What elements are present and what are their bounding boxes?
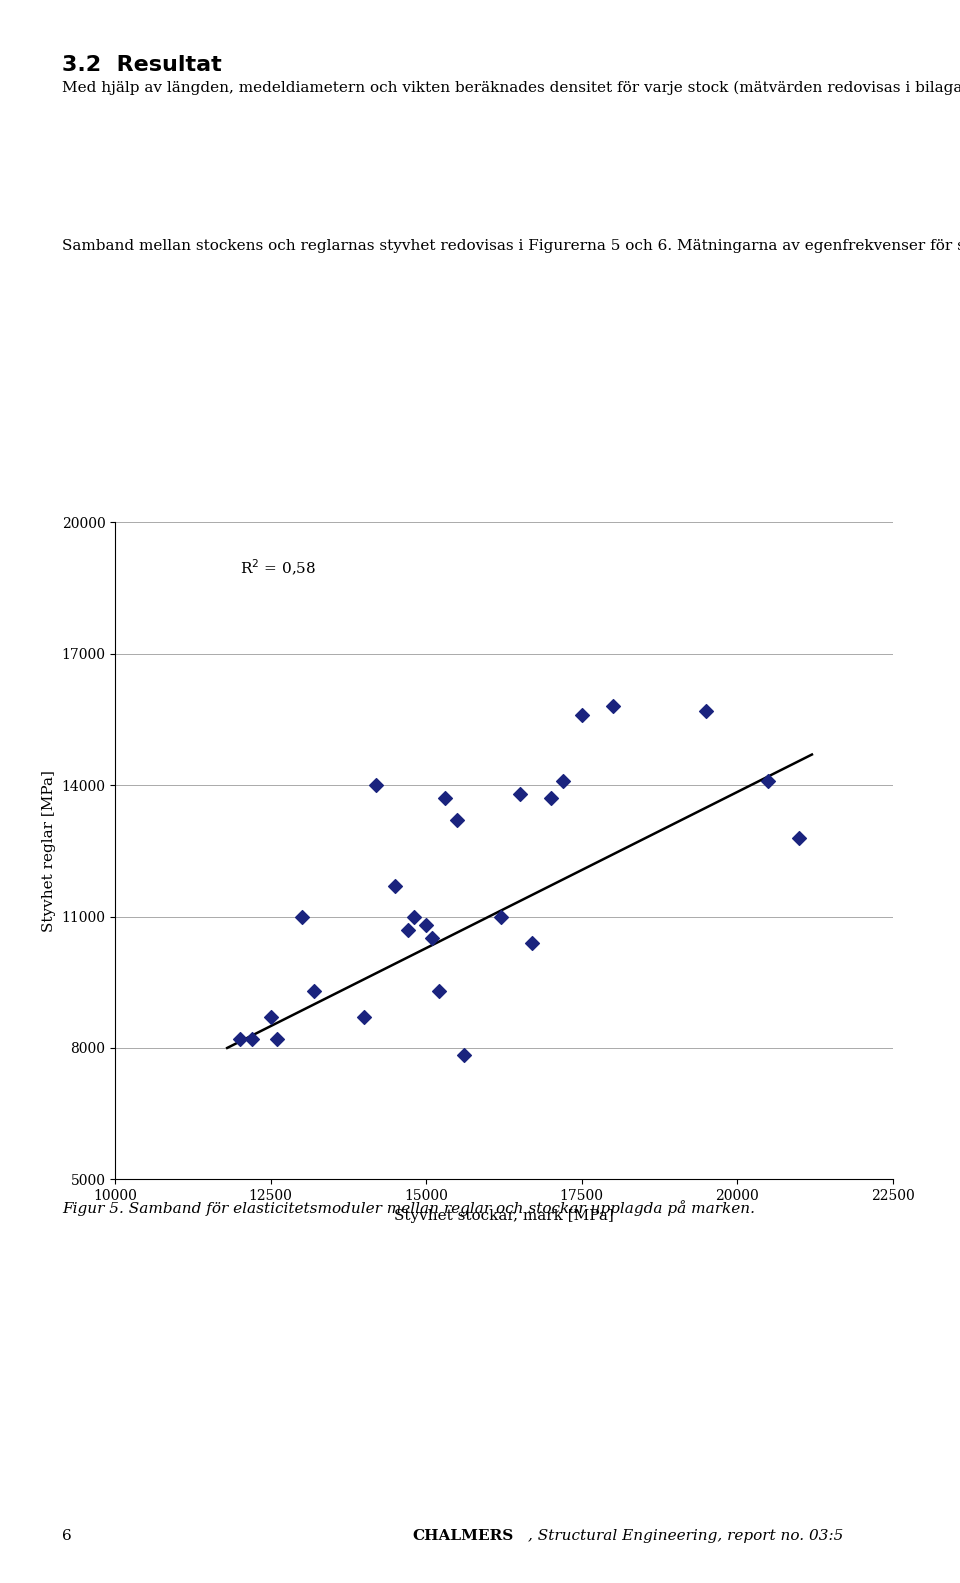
Text: CHALMERS: CHALMERS [413,1529,514,1543]
Point [574,703,589,728]
Point [556,768,571,793]
Point [263,1005,278,1031]
Point [792,825,807,850]
Point [406,904,421,929]
Point [449,807,465,833]
Point [524,931,540,956]
Point [493,904,509,929]
Point [294,904,309,929]
Text: Samband mellan stockens och reglarnas styvhet redovisas i Figurerna 5 och 6. Mät: Samband mellan stockens och reglarnas st… [62,237,960,253]
Point [424,926,440,951]
Point [369,773,384,798]
Point [605,693,620,719]
Point [356,1005,372,1031]
Point [388,874,403,899]
Point [456,1042,471,1067]
Point [699,698,714,723]
Point [543,785,559,810]
Point [232,1026,248,1051]
Point [269,1026,284,1051]
Point [306,978,322,1004]
Text: R$^2$ = 0,58: R$^2$ = 0,58 [240,557,316,578]
Point [400,917,416,942]
Point [437,785,452,810]
Point [245,1026,260,1051]
Point [760,768,776,793]
X-axis label: Styvhet stockar, mark [MPa]: Styvhet stockar, mark [MPa] [395,1208,613,1222]
Text: 3.2  Resultat: 3.2 Resultat [62,55,222,76]
Point [419,913,434,939]
Text: Med hjälp av längden, medeldiametern och vikten beräknades densitet för varje st: Med hjälp av längden, medeldiametern och… [62,79,960,95]
Text: Figur 5. Samband för elasticitetsmoduler mellan reglar och stockar upplagda på m: Figur 5. Samband för elasticitetsmoduler… [62,1200,756,1216]
Point [512,782,527,807]
Text: 6: 6 [62,1529,72,1543]
Point [431,978,446,1004]
Text: , Structural Engineering, report no. 03:5: , Structural Engineering, report no. 03:… [528,1529,844,1543]
Y-axis label: Styvhet reglar [MPa]: Styvhet reglar [MPa] [42,769,56,932]
